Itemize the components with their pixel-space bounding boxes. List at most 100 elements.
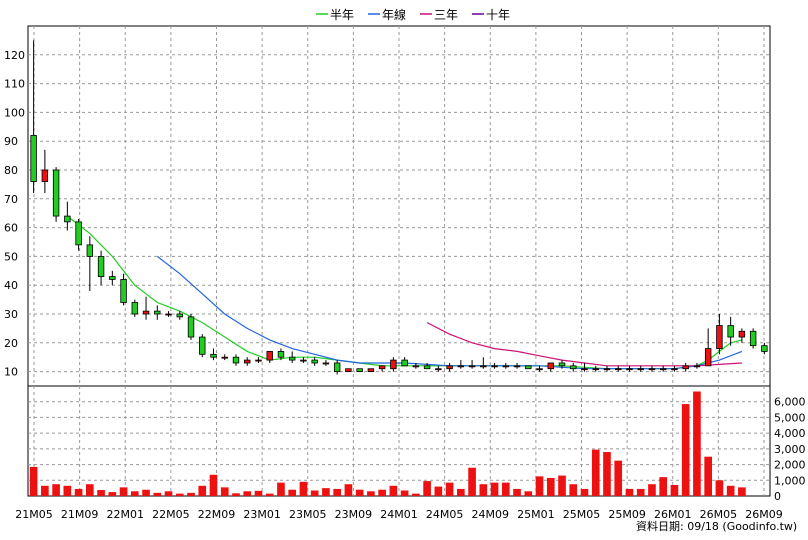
x-tick-label: 23M05 bbox=[289, 508, 327, 521]
volume-bar bbox=[265, 493, 274, 496]
volume-bar bbox=[288, 489, 297, 496]
legend-label: 年線 bbox=[382, 7, 406, 22]
volume-tick-label: 4,000 bbox=[774, 427, 806, 440]
candle-body bbox=[97, 255, 105, 277]
volume-bar bbox=[41, 485, 49, 496]
price-tick-label: 60 bbox=[4, 222, 18, 235]
candle bbox=[536, 365, 543, 372]
volume-bar bbox=[254, 490, 263, 496]
candle-body bbox=[749, 330, 757, 347]
volume-bar bbox=[490, 482, 499, 496]
candle bbox=[637, 365, 644, 372]
x-tick-label: 24M09 bbox=[472, 508, 510, 521]
volume-bar bbox=[580, 488, 589, 496]
candle bbox=[165, 311, 172, 317]
candle bbox=[457, 360, 465, 369]
candle bbox=[446, 362, 453, 372]
candle-body bbox=[255, 359, 262, 362]
candle bbox=[97, 250, 105, 286]
volume-bar bbox=[591, 449, 600, 496]
candle bbox=[761, 342, 768, 355]
candle-body bbox=[232, 356, 240, 364]
candle-body bbox=[513, 365, 521, 368]
candle-body bbox=[333, 362, 341, 372]
candle-body bbox=[244, 359, 251, 364]
candle bbox=[199, 334, 206, 358]
candle bbox=[423, 362, 431, 370]
candle-body bbox=[165, 313, 172, 316]
volume-bar bbox=[86, 484, 94, 496]
candle bbox=[435, 365, 442, 372]
volume-bar bbox=[457, 488, 465, 496]
candle bbox=[41, 149, 49, 194]
candle bbox=[491, 362, 498, 369]
candle-body bbox=[322, 362, 330, 365]
volume-bar bbox=[738, 487, 746, 496]
candle bbox=[547, 362, 554, 372]
x-tick-label: 24M05 bbox=[426, 508, 464, 521]
candle-body bbox=[401, 359, 408, 367]
candle-body bbox=[367, 368, 375, 373]
volume-bar bbox=[681, 404, 690, 496]
candle bbox=[693, 362, 701, 369]
price-tick-label: 50 bbox=[4, 250, 18, 263]
candle-body bbox=[75, 221, 82, 246]
x-tick-label: 25M05 bbox=[563, 508, 601, 521]
volume-bar bbox=[333, 488, 341, 496]
candle-body bbox=[446, 365, 453, 370]
volume-bar bbox=[277, 482, 285, 496]
legend-item: 十年 bbox=[472, 8, 510, 22]
candle bbox=[232, 354, 240, 366]
volume-bar bbox=[209, 474, 218, 496]
volume-tick-label: 0 bbox=[774, 490, 781, 503]
candle-body bbox=[570, 365, 577, 370]
legend-label: 三年 bbox=[434, 8, 458, 22]
volume-tick-label: 5,000 bbox=[774, 411, 806, 424]
volume-bar bbox=[400, 490, 409, 496]
candle bbox=[749, 328, 757, 349]
candle bbox=[288, 351, 296, 363]
price-tick-label: 10 bbox=[4, 366, 18, 379]
price-tick-label: 110 bbox=[4, 78, 25, 91]
volume-bar bbox=[63, 485, 72, 496]
candle-body bbox=[615, 368, 622, 371]
candle bbox=[659, 365, 667, 372]
volume-bar bbox=[715, 480, 724, 496]
candle-body bbox=[288, 356, 296, 361]
candle-body bbox=[547, 362, 554, 370]
candle-body bbox=[30, 135, 37, 182]
candle bbox=[390, 357, 397, 372]
volume-bar bbox=[479, 484, 488, 496]
candle-body bbox=[738, 330, 746, 338]
candle bbox=[592, 365, 599, 372]
candle bbox=[558, 360, 566, 369]
candle bbox=[412, 362, 420, 369]
volume-bar bbox=[220, 487, 229, 496]
candle bbox=[142, 296, 150, 320]
x-tick-label: 26M09 bbox=[745, 508, 783, 521]
candle-body bbox=[154, 310, 161, 315]
volume-bar bbox=[614, 460, 623, 496]
volume-bar bbox=[501, 482, 510, 496]
candle-body bbox=[648, 368, 656, 371]
x-tick-label: 23M01 bbox=[243, 508, 281, 521]
volume-bar bbox=[693, 391, 701, 496]
candle-body bbox=[52, 169, 60, 217]
candle-body bbox=[457, 365, 465, 368]
price-tick-label: 80 bbox=[4, 164, 18, 177]
candle-body bbox=[311, 359, 318, 364]
candle bbox=[30, 40, 37, 194]
volume-bar bbox=[648, 484, 656, 496]
x-tick-label: 22M09 bbox=[198, 508, 236, 521]
volume-bar bbox=[322, 488, 330, 496]
volume-bar bbox=[74, 488, 83, 496]
x-tick-label: 24M01 bbox=[380, 508, 418, 521]
price-tick-label: 20 bbox=[4, 337, 18, 350]
candle-body bbox=[626, 368, 633, 371]
candle-body bbox=[468, 365, 476, 368]
candle bbox=[187, 314, 195, 340]
volume-bar bbox=[153, 492, 162, 496]
candle-body bbox=[210, 353, 217, 358]
volume-bar bbox=[558, 475, 566, 496]
candle bbox=[75, 218, 82, 251]
